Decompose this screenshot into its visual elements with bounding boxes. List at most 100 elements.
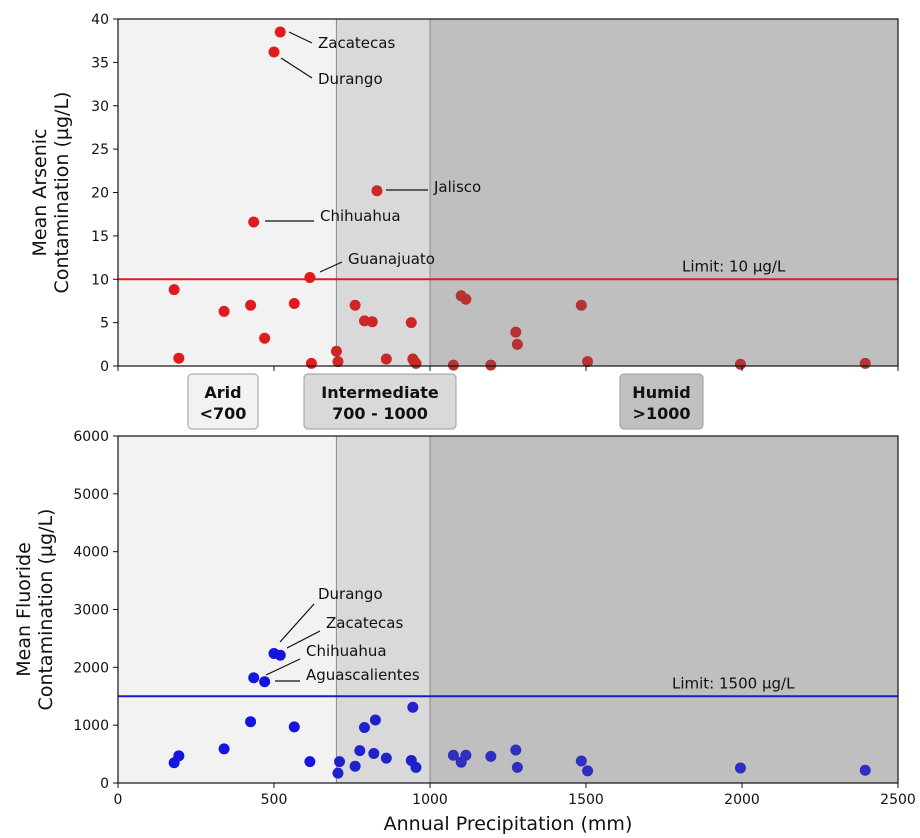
data-point [332,356,344,368]
point-annotation: Zacatecas [326,614,403,632]
zone-label-text: Arid [204,383,241,402]
data-point [460,749,472,761]
data-point [510,326,522,338]
data-point [245,716,257,728]
zone-label-text: <700 [200,404,247,423]
data-point [582,765,594,777]
data-point [274,26,286,38]
x-tick-label: 2500 [880,792,916,808]
data-point [334,756,346,768]
annotation-leader-line [319,261,343,273]
data-point [405,317,417,329]
point-annotation: Jalisco [433,178,481,196]
limit-label: Limit: 1500 µg/L [672,674,795,692]
data-point [288,298,300,310]
x-tick-label: 500 [261,792,288,808]
y-tick-label: 20 [91,186,109,202]
y-axis-title: Mean ArsenicContamination (µg/L) [29,92,73,294]
annotation-leader-line [286,630,321,649]
zone-background [118,436,337,783]
y-tick-label: 0 [100,359,109,375]
y-tick-label: 10 [91,272,109,288]
point-annotation: Aguascalientes [306,666,420,684]
data-point [288,721,300,733]
annotation-leader-line [279,603,315,643]
data-point [859,357,871,369]
y-tick-label: 30 [91,99,109,115]
data-point [575,755,587,767]
data-point [485,359,497,371]
zone-labels: Arid <700 Intermediate 700 - 1000 Humid >1000 [187,373,704,430]
y-tick-label: 6000 [73,429,109,445]
annotation-leader-line [288,31,313,44]
data-point [485,750,497,762]
zone-background [430,19,898,366]
y-tick-label: 35 [91,55,109,71]
data-point [304,756,316,768]
chart-panel-2: Limit: 1500 µg/L Durango Zacatecas Chihuahu… [13,429,916,835]
data-point [305,357,317,369]
data-point [410,357,422,369]
data-point [371,185,383,197]
data-point [218,743,230,755]
point-annotation: Durango [318,585,383,603]
point-annotation: Guanajuato [348,250,435,268]
data-point [460,293,472,305]
data-point [380,752,392,764]
data-point [510,744,522,756]
data-point [259,332,271,344]
data-point [332,767,344,779]
x-tick-label: 0 [114,792,123,808]
data-point [511,761,523,773]
y-tick-label: 4000 [73,545,109,561]
zone-label-text: >1000 [633,404,691,423]
data-point [248,672,260,684]
data-point [447,359,459,371]
data-point [248,216,260,228]
data-point [368,748,380,760]
data-point [268,46,280,58]
data-point [447,749,459,761]
point-annotation: Durango [318,70,383,88]
data-point [330,345,342,357]
y-tick-label: 25 [91,142,109,158]
annotation-leader-line [280,57,313,79]
data-point [259,676,271,688]
data-point [734,358,746,370]
point-annotation: Zacatecas [318,34,395,52]
x-axis-title: Annual Precipitation (mm) [384,813,633,835]
zone-label-box [303,373,457,430]
zone-background [430,436,898,783]
data-point [575,299,587,311]
point-annotation: Chihuahua [320,207,401,225]
data-point [859,764,871,776]
y-tick-label: 3000 [73,603,109,619]
data-point [168,284,180,296]
data-point [366,316,378,328]
zone-label-text: 700 - 1000 [332,404,428,423]
data-point [410,761,422,773]
chart-panel-1: Limit: 10 µg/L Zacatecas Durango Jalisco Chi… [29,12,899,375]
y-tick-label: 0 [100,776,109,792]
data-point [218,305,230,317]
zone-label-box [619,373,704,430]
y-tick-label: 15 [91,229,109,245]
y-axis-title: Mean FluorideContamination (µg/L) [13,509,57,711]
data-point [511,338,523,350]
y-tick-label: 5000 [73,487,109,503]
y-tick-label: 1000 [73,718,109,734]
x-tick-label: 1000 [412,792,448,808]
data-point [274,649,286,661]
data-point [369,714,381,726]
data-point [582,356,594,368]
data-point [734,762,746,774]
data-point [354,745,366,757]
y-tick-label: 40 [91,12,109,28]
zone-label-box [187,373,259,430]
data-point [349,299,361,311]
data-point [407,701,419,713]
data-point [358,721,370,733]
x-tick-label: 1500 [568,792,604,808]
data-point [349,760,361,772]
